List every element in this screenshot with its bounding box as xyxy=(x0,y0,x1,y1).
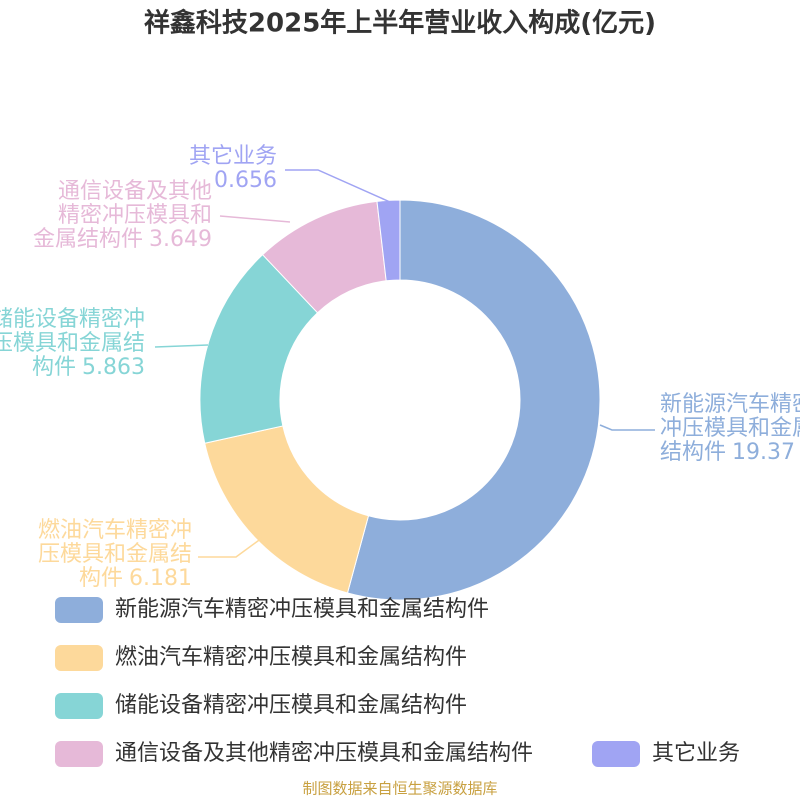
slice-label: 其它业务 xyxy=(189,144,277,169)
slice-value: 19.37 xyxy=(732,440,795,465)
slice-value: 0.656 xyxy=(214,168,277,193)
legend-swatch xyxy=(55,693,103,719)
slice-label: 储能设备精密冲压模具和金属结构件 xyxy=(0,307,145,380)
legend-label: 其它业务 xyxy=(652,741,740,766)
legend-swatch xyxy=(592,741,640,767)
donut-slice xyxy=(376,199,401,282)
slice-value: 3.649 xyxy=(149,227,212,252)
leader-line xyxy=(599,424,655,431)
chart-title: 祥鑫科技2025年上半年营业收入构成(亿元) xyxy=(144,8,656,39)
slice-value: 5.863 xyxy=(82,355,145,380)
slice-label: 新能源汽车精密冲压模具和金属结构件 xyxy=(660,392,800,465)
legend-swatch xyxy=(55,741,103,767)
legend-label: 储能设备精密冲压模具和金属结构件 xyxy=(115,693,467,718)
donut-slice xyxy=(346,199,601,601)
leader-line xyxy=(285,169,391,203)
legend-label: 新能源汽车精密冲压模具和金属结构件 xyxy=(115,597,489,622)
legend-swatch xyxy=(55,597,103,623)
legend-label: 通信设备及其他精密冲压模具和金属结构件 xyxy=(115,741,533,766)
slice-label: 燃油汽车精密冲压模具和金属结构件 xyxy=(38,518,192,591)
leader-line xyxy=(219,215,291,223)
legend-swatch xyxy=(55,645,103,671)
slice-label: 通信设备及其他精密冲压模具和金属结构件 xyxy=(33,179,212,252)
donut-slice xyxy=(204,425,370,594)
source: 制图数据来自恒生聚源数据库 xyxy=(302,780,497,798)
leader-line xyxy=(198,537,263,558)
leader-line xyxy=(154,344,209,348)
slice-value: 6.181 xyxy=(129,566,192,591)
legend-label: 燃油汽车精密冲压模具和金属结构件 xyxy=(115,645,467,670)
